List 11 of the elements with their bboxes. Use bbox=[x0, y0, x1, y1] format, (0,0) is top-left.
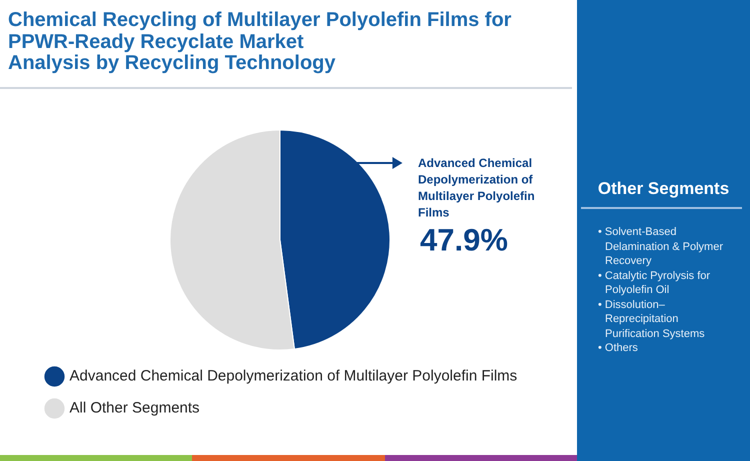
text: • Catalytic Pyrolysis for Polyolefin Oil bbox=[598, 268, 712, 298]
text: Other Segments bbox=[596, 179, 730, 199]
chart-subtitle: Analysis by Recycling Technology bbox=[8, 52, 336, 74]
chart-title: Chemical Recycling of Multilayer Polyolefin Films for PPWR-Ready Recyclate Market bbox=[8, 9, 512, 53]
category-label: Advanced Chemical Depolymerization of Multilayer Polyolefin Films bbox=[418, 156, 535, 220]
data-label: 47.9% bbox=[420, 222, 508, 258]
legend-label: Advanced Chemical Depolymerization of Multilayer Polyolefin Films bbox=[70, 368, 518, 385]
text: • Dissolution–Reprecipitation Purification Systems bbox=[598, 298, 706, 341]
text: • Solvent-Based Delamination & Polymer Recovery bbox=[598, 225, 724, 268]
legend-label: All Other Segments bbox=[70, 400, 200, 417]
text: • Others bbox=[598, 341, 639, 356]
